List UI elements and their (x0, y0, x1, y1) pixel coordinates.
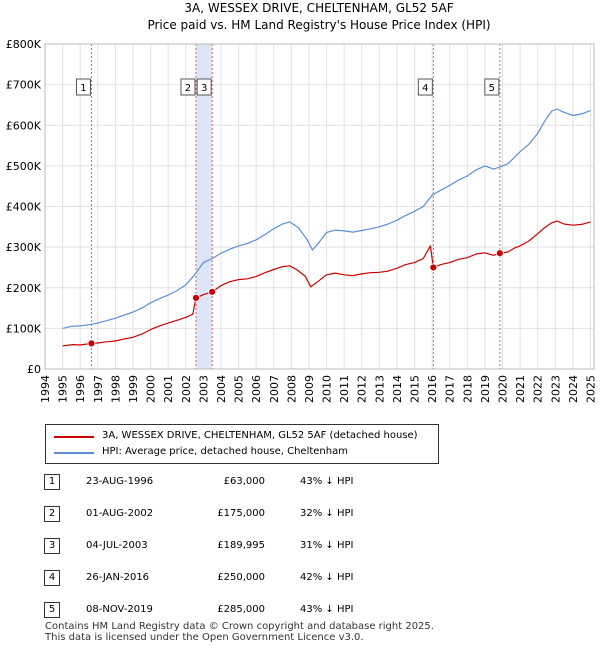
x-tick-label: 2016 (426, 375, 439, 403)
x-tick-label: 1997 (92, 375, 105, 403)
sale-label: 3 (201, 83, 207, 94)
y-tick-label: £300K (6, 241, 42, 254)
x-tick-label: 1998 (109, 375, 122, 403)
legend-label-hpi: HPI: Average price, detached house, Chel… (102, 446, 348, 457)
legend-label-property: 3A, WESSEX DRIVE, CHELTENHAM, GL52 5AF (… (102, 430, 418, 441)
sale-number-badge: 4 (44, 570, 60, 586)
hpi-line (62, 108, 591, 329)
legend-red-line (54, 436, 94, 438)
sale-point (495, 249, 504, 258)
sale-label: 4 (422, 83, 428, 94)
sale-point (429, 263, 438, 272)
sale-date: 08-NOV-2019 (86, 604, 153, 615)
sale-label-box (196, 78, 212, 96)
legend: 3A, WESSEX DRIVE, CHELTENHAM, GL52 5AF (… (45, 424, 439, 464)
sale-row: 3 04-JUL-2003 £189,995 31% ↓ HPI (44, 537, 404, 555)
sale-label: 5 (489, 83, 495, 94)
sale-price: £250,000 (217, 572, 265, 583)
x-tick-label: 2023 (549, 375, 562, 403)
sale-label-box (75, 78, 91, 96)
x-tick-label: 2014 (391, 375, 404, 403)
sale-number-badge: 3 (44, 538, 60, 554)
sale-label-box (180, 78, 196, 96)
x-tick-label: 2011 (338, 375, 351, 403)
y-tick-label: £600K (6, 119, 42, 132)
y-tick-label: £400K (6, 201, 42, 214)
price-chart: 3A, WESSEX DRIVE, CHELTENHAM, GL52 5AF P… (6, 1, 598, 403)
x-tick-label: 1995 (57, 375, 70, 403)
sale-price: £63,000 (223, 476, 265, 487)
x-tick-label: 2013 (373, 375, 386, 403)
x-tick-label: 2001 (162, 375, 175, 403)
x-tick-label: 1996 (74, 375, 87, 403)
x-tick-label: 2010 (321, 375, 334, 403)
sale-number-badge: 1 (44, 474, 60, 490)
x-tick-label: 2009 (303, 375, 316, 403)
x-tick-label: 2022 (532, 375, 545, 403)
sale-row: 1 23-AUG-1996 £63,000 43% ↓ HPI (44, 473, 404, 491)
sale-number-badge: 2 (44, 506, 60, 522)
x-tick-label: 2002 (180, 375, 193, 403)
y-tick-label: £100K (6, 322, 42, 335)
sale-label-box (484, 78, 500, 96)
x-tick-label: 2021 (514, 375, 527, 403)
sale-hpi-diff: 43% ↓ HPI (300, 476, 354, 487)
sale-price: £285,000 (217, 604, 265, 615)
footer-copyright: Contains HM Land Registry data © Crown c… (45, 621, 434, 632)
x-tick-label: 2000 (145, 375, 158, 403)
x-tick-label: 2003 (197, 375, 210, 403)
y-tick-label: £800K (6, 38, 42, 51)
chart-subtitle: Price paid vs. HM Land Registry's House … (147, 18, 490, 32)
y-tick-label: £0 (27, 363, 41, 376)
sale-label: 2 (185, 83, 191, 94)
sale-price: £175,000 (217, 508, 265, 519)
y-tick-label: £200K (6, 282, 42, 295)
sale-point (208, 287, 217, 296)
x-tick-label: 2020 (497, 375, 510, 403)
sale-row: 2 01-AUG-2002 £175,000 32% ↓ HPI (44, 505, 404, 523)
x-tick-label: 2012 (356, 375, 369, 403)
x-tick-label: 2015 (409, 375, 422, 403)
x-tick-label: 2019 (479, 375, 492, 403)
x-tick-label: 1994 (39, 375, 52, 403)
sale-row: 4 26-JAN-2016 £250,000 42% ↓ HPI (44, 569, 404, 587)
x-tick-label: 2017 (444, 375, 457, 403)
x-tick-label: 2006 (250, 375, 263, 403)
sale-hpi-diff: 31% ↓ HPI (300, 540, 354, 551)
sale-date: 26-JAN-2016 (86, 572, 150, 583)
sale-price: £189,995 (217, 540, 265, 551)
sale-label-box (417, 78, 433, 96)
footer: Contains HM Land Registry data © Crown c… (45, 621, 434, 643)
sale-row: 5 08-NOV-2019 £285,000 43% ↓ HPI (44, 601, 404, 619)
sale-point (87, 339, 96, 348)
x-tick-label: 2008 (285, 375, 298, 403)
x-tick-label: 2005 (233, 375, 246, 403)
x-tick-label: 2004 (215, 375, 228, 403)
sale-date: 04-JUL-2003 (86, 540, 148, 551)
sale-date: 01-AUG-2002 (86, 508, 154, 519)
sale-label: 1 (80, 83, 86, 94)
footer-licence: This data is licensed under the Open Gov… (45, 632, 364, 643)
x-tick-label: 2007 (268, 375, 281, 403)
x-tick-label: 2024 (567, 375, 580, 403)
y-tick-label: £700K (6, 79, 42, 92)
sale-hpi-diff: 42% ↓ HPI (300, 572, 354, 583)
sale-hpi-diff: 43% ↓ HPI (300, 604, 354, 615)
sale-number-badge: 5 (44, 602, 60, 618)
sale-point (192, 294, 200, 302)
legend-blue-line (54, 452, 94, 454)
x-tick-label: 2018 (461, 375, 474, 403)
sale-hpi-diff: 32% ↓ HPI (300, 508, 354, 519)
property-price-line (62, 220, 591, 347)
plot-frame (44, 43, 595, 370)
x-tick-label: 2025 (584, 375, 597, 403)
x-tick-label: 1999 (127, 375, 140, 403)
sale-date: 23-AUG-1996 (86, 476, 154, 487)
y-tick-label: £500K (6, 160, 42, 173)
chart-title: 3A, WESSEX DRIVE, CHELTENHAM, GL52 5AF (184, 1, 453, 15)
